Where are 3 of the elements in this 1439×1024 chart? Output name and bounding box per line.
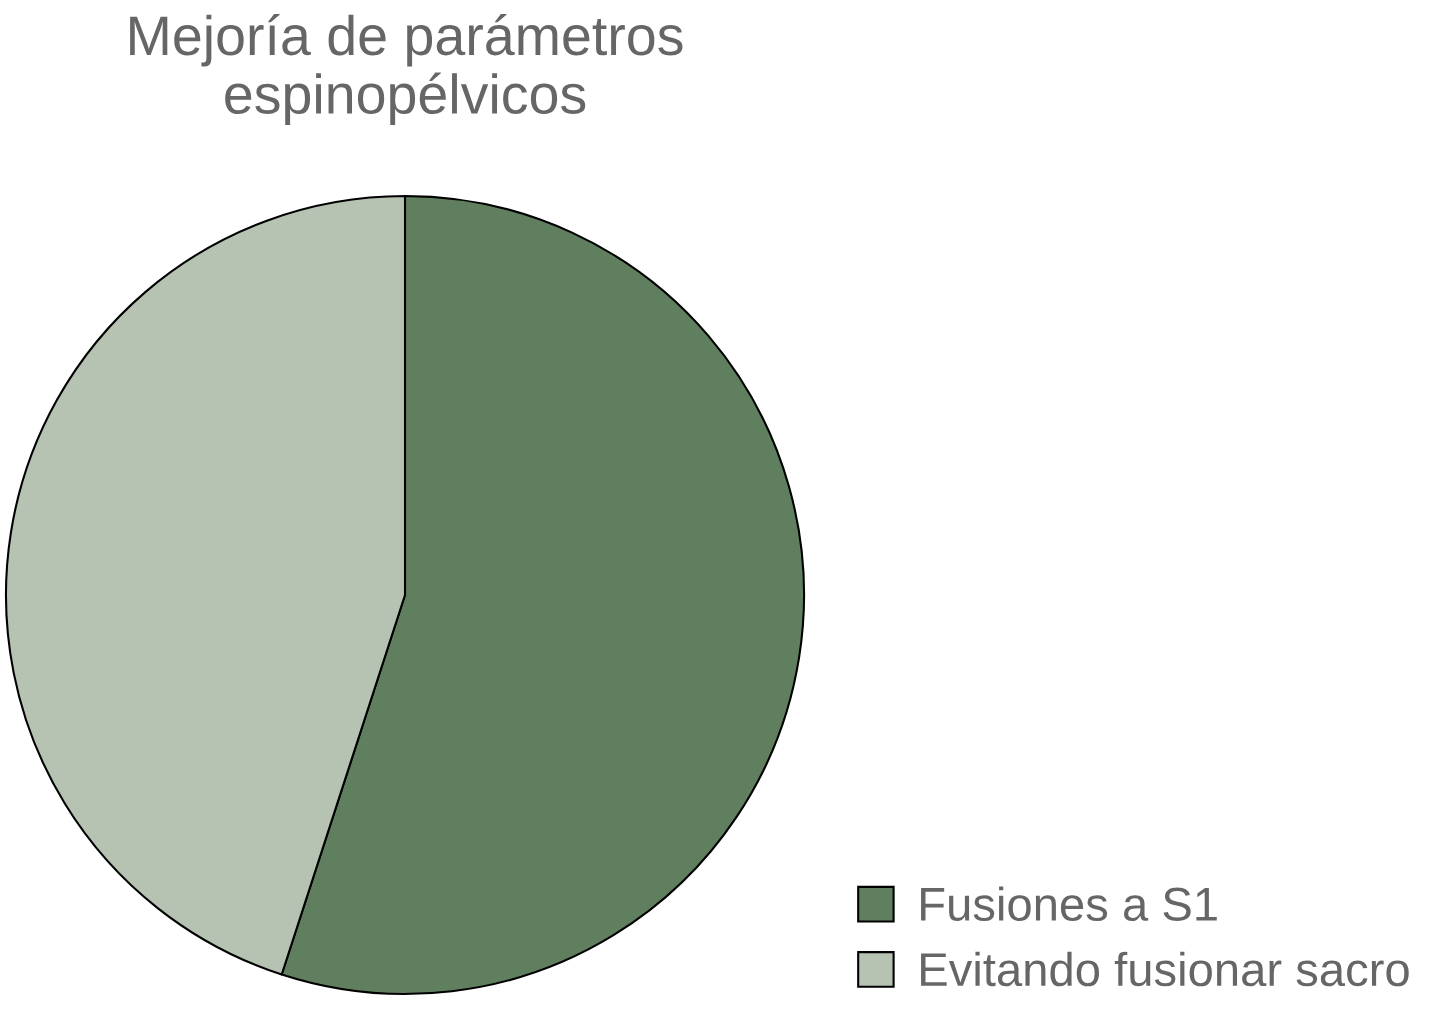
chart-title: Mejoría de parámetros espinopélvicos (130, 14, 683, 126)
legend-label: Fusiones a S1 (921, 886, 1217, 922)
legend-label: Evitando fusionar sacro (921, 951, 1409, 987)
